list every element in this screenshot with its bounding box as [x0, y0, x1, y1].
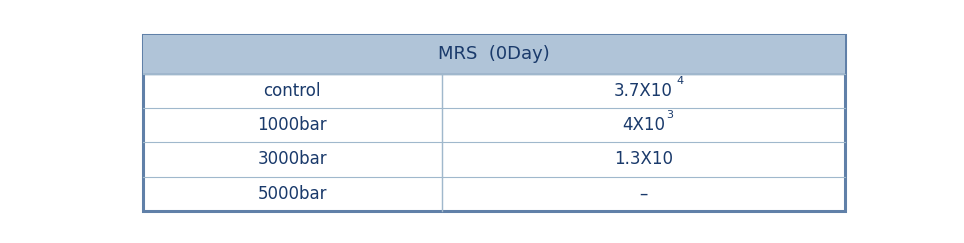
Text: –: – [639, 185, 648, 203]
Text: 3: 3 [667, 110, 674, 120]
Text: MRS  (0Day): MRS (0Day) [439, 45, 549, 63]
Bar [143, 35, 845, 74]
Text: control: control [263, 82, 321, 100]
Text: 1.3X10: 1.3X10 [614, 150, 673, 168]
Text: 1000bar: 1000bar [257, 116, 327, 134]
Text: 5000bar: 5000bar [257, 185, 327, 203]
Text: 4: 4 [677, 76, 683, 86]
Text: 4X10: 4X10 [622, 116, 665, 134]
Text: 3000bar: 3000bar [257, 150, 327, 168]
Text: 3.7X10: 3.7X10 [614, 82, 673, 100]
